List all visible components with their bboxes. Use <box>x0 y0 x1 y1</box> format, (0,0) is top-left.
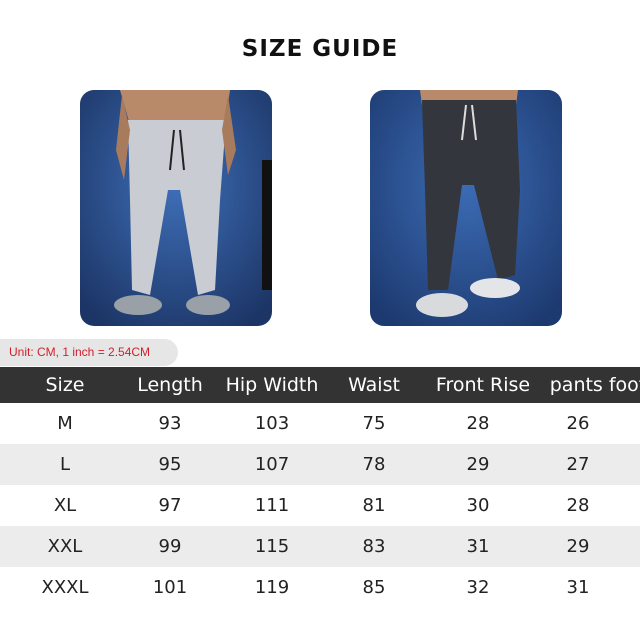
table-cell: 29 <box>466 454 490 475</box>
table-row: XXL 99 115 83 31 29 <box>0 526 640 567</box>
table-cell: 85 <box>362 577 386 598</box>
header-front-rise: Front Rise <box>435 374 531 396</box>
table-cell: 99 <box>158 536 182 557</box>
table-cell: 32 <box>466 577 490 598</box>
table-cell: 28 <box>566 495 590 516</box>
table-row: XL 97 111 81 30 28 <box>0 485 640 526</box>
table-cell: 101 <box>152 577 188 598</box>
table-cell: 111 <box>254 495 290 516</box>
table-header: Size Length Hip Width Waist Front Rise p… <box>0 367 640 403</box>
table-cell: 115 <box>254 536 290 557</box>
header-size: Size <box>45 374 85 396</box>
table-cell: 95 <box>158 454 182 475</box>
table-cell: 93 <box>158 413 182 434</box>
table-cell: XXL <box>47 536 83 557</box>
table-cell: M <box>57 413 73 434</box>
table-cell: 75 <box>362 413 386 434</box>
header-length: Length <box>137 374 203 396</box>
table-cell: 30 <box>466 495 490 516</box>
table-cell: XXXL <box>41 577 89 598</box>
table-cell: 31 <box>466 536 490 557</box>
header-hip-width: Hip Width <box>225 374 319 396</box>
table-cell: 107 <box>254 454 290 475</box>
dark-gray-jogger-pants-photo <box>370 90 562 326</box>
table-cell: 29 <box>566 536 590 557</box>
table-cell: 28 <box>466 413 490 434</box>
size-table: Size Length Hip Width Waist Front Rise p… <box>0 367 640 608</box>
table-cell: 103 <box>254 413 290 434</box>
table-cell: 26 <box>566 413 590 434</box>
header-pants-foot: pants foot <box>549 374 640 396</box>
unit-note: Unit: CM, 1 inch = 2.54CM <box>0 339 178 366</box>
table-cell: 119 <box>254 577 290 598</box>
table-cell: XL <box>53 495 77 516</box>
table-cell: 81 <box>362 495 386 516</box>
light-gray-jogger-pants-photo <box>80 90 272 326</box>
page-title: SIZE GUIDE <box>241 36 399 62</box>
table-cell: 27 <box>566 454 590 475</box>
table-cell: 83 <box>362 536 386 557</box>
table-cell: L <box>59 454 71 475</box>
table-row: M 93 103 75 28 26 <box>0 403 640 444</box>
table-cell: 31 <box>566 577 590 598</box>
table-row: XXXL 101 119 85 32 31 <box>0 567 640 608</box>
table-cell: 78 <box>362 454 386 475</box>
table-cell: 97 <box>158 495 182 516</box>
header-waist: Waist <box>348 374 400 396</box>
table-row: L 95 107 78 29 27 <box>0 444 640 485</box>
